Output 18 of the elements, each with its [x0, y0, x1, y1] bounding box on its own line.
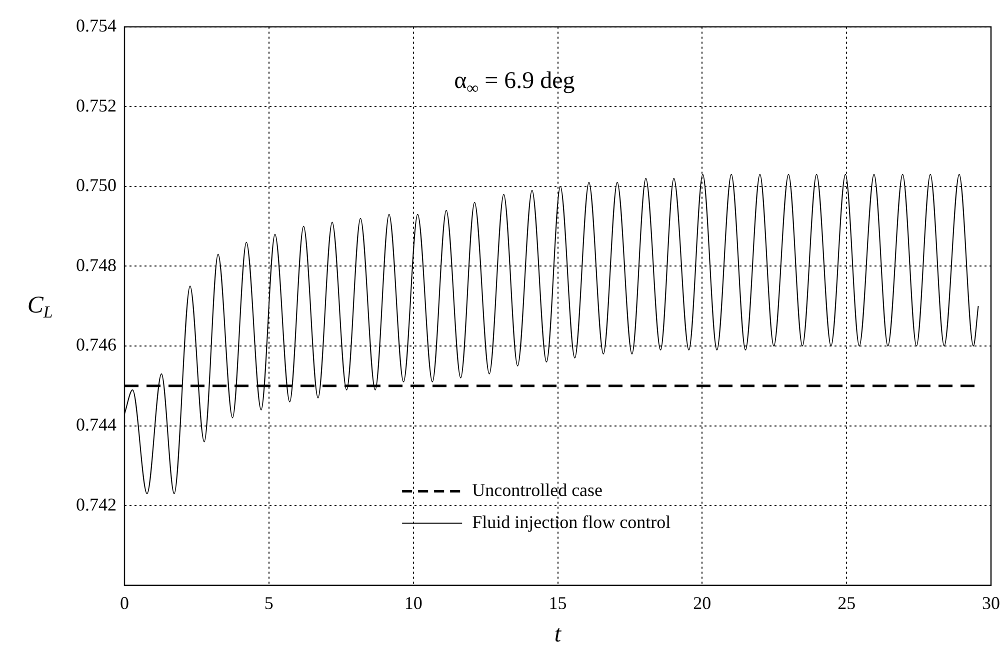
legend-label: Fluid injection flow control: [472, 512, 671, 532]
x-tick-label: 0: [120, 592, 129, 613]
x-tick-label: 5: [264, 592, 274, 613]
y-tick-label: 0.742: [76, 494, 116, 514]
y-tick-label: 0.750: [76, 175, 116, 196]
x-tick-label: 10: [404, 592, 422, 613]
y-tick-label: 0.748: [76, 254, 116, 275]
annotation: α∞ = 6.9 deg: [454, 68, 575, 98]
y-tick-label: 0.752: [76, 95, 116, 116]
legend-label: Uncontrolled case: [472, 480, 603, 500]
y-tick-label: 0.754: [76, 16, 116, 36]
y-tick-label: 0.746: [76, 334, 116, 355]
x-tick-label: 30: [982, 592, 1000, 613]
x-tick-label: 25: [838, 592, 856, 613]
x-axis-title: t: [554, 622, 562, 648]
x-tick-label: 20: [693, 592, 712, 613]
x-tick-label: 15: [548, 592, 567, 613]
y-tick-label: 0.744: [76, 414, 116, 435]
